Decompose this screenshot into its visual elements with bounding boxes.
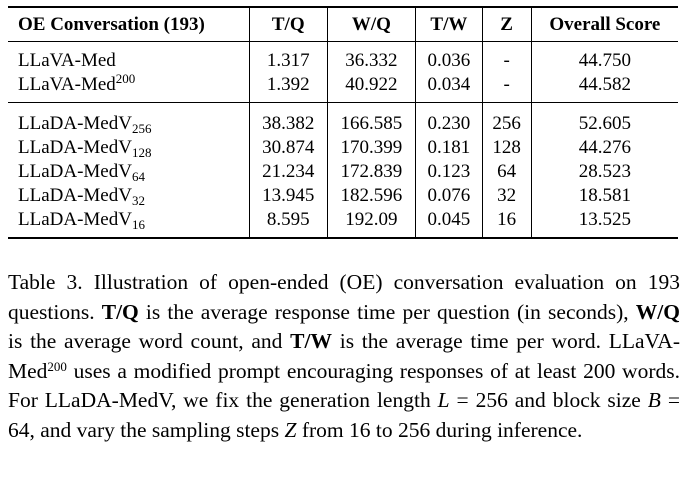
score-cell: 52.605 xyxy=(578,112,632,134)
z-cell: - xyxy=(482,41,532,72)
tq-cell: 21.234 xyxy=(249,159,328,183)
wq-cell: 40.922 xyxy=(327,72,417,103)
header-oe-conversation: OE Conversation (193) xyxy=(8,6,250,42)
header-tw: T/W xyxy=(415,6,483,42)
score-cell: 44.582 xyxy=(531,72,678,103)
model-name: LLaDA-MedV16 xyxy=(8,207,250,239)
caption-superscript: 200 xyxy=(47,358,67,374)
model-subscript: 64 xyxy=(131,168,145,184)
header-overall-score: Overall Score xyxy=(531,6,678,42)
model-name: LLaDA-MedV32 xyxy=(8,183,250,207)
header-tq: T/Q xyxy=(249,6,328,42)
results-table: OE Conversation (193) T/Q W/Q T/W Z Over… xyxy=(8,6,678,239)
model-subscript: 128 xyxy=(131,144,152,160)
tw-cell: 0.181 xyxy=(415,135,483,159)
header-wq: W/Q xyxy=(327,6,417,42)
tw-cell: 0.076 xyxy=(415,183,483,207)
wq-cell: 170.399 xyxy=(327,135,417,159)
table-row: LLaDA-MedV128 30.874 170.399 0.181 128 4… xyxy=(8,135,678,159)
tq-cell: 30.874 xyxy=(249,135,328,159)
z-cell: 128 xyxy=(482,135,532,159)
score-cell: 13.525 xyxy=(531,207,678,239)
z-cell: 256 xyxy=(482,102,532,135)
wq-cell: 182.596 xyxy=(327,183,417,207)
z-cell: 32 xyxy=(482,183,532,207)
header-z: Z xyxy=(482,6,532,42)
z-cell: - xyxy=(482,72,532,103)
model-name: LLaVA-Med xyxy=(8,41,250,72)
tq-cell: 8.595 xyxy=(249,207,328,239)
caption-term-tq: T/Q xyxy=(101,299,139,324)
score-cell: 44.750 xyxy=(578,49,632,71)
table-row: LLaDA-MedV16 8.595 192.09 0.045 16 13.52… xyxy=(8,207,678,239)
table-row: LLaDA-MedV32 13.945 182.596 0.076 32 18.… xyxy=(8,183,678,207)
model-name: LLaVA-Med200 xyxy=(8,72,250,103)
score-cell: 18.581 xyxy=(578,184,632,206)
caption-var-z: Z xyxy=(284,417,297,442)
tw-cell: 0.034 xyxy=(415,72,483,103)
model-subscript: 16 xyxy=(131,216,145,232)
model-name: LLaDA-MedV256 xyxy=(8,102,250,136)
table-row: LLaDA-MedV64 21.234 172.839 0.123 64 28.… xyxy=(8,159,678,183)
caption-var-l: L xyxy=(437,388,450,412)
tq-cell: 13.945 xyxy=(249,183,328,207)
tw-cell: 0.230 xyxy=(415,102,483,135)
tq-cell: 38.382 xyxy=(249,102,328,135)
tq-cell: 1.392 xyxy=(249,72,328,103)
model-subscript: 256 xyxy=(131,120,152,136)
caption-var-b: B xyxy=(647,388,661,412)
caption-term-wq: W/Q xyxy=(635,299,680,324)
score-cell: 44.276 xyxy=(578,136,632,158)
model-name: LLaDA-MedV128 xyxy=(8,135,250,159)
model-superscript: 200 xyxy=(115,70,136,86)
score-cell: 28.523 xyxy=(578,160,632,182)
z-cell: 16 xyxy=(482,207,532,239)
wq-cell: 172.839 xyxy=(327,159,417,183)
table-header-row: OE Conversation (193) T/Q W/Q T/W Z Over… xyxy=(8,6,678,42)
caption-term-tw: T/W xyxy=(290,329,332,353)
model-name: LLaDA-MedV64 xyxy=(8,159,250,183)
tq-cell: 1.317 xyxy=(249,41,328,72)
table-caption: Table 3. Illustration of open-ended (OE)… xyxy=(8,270,680,442)
wq-cell: 192.09 xyxy=(327,207,417,239)
wq-cell: 166.585 xyxy=(327,102,417,135)
table-row: LLaDA-MedV256 38.382 166.585 0.230 256 5… xyxy=(8,102,678,136)
tw-cell: 0.123 xyxy=(415,159,483,183)
table-row: LLaVA-Med 1.317 36.332 0.036 - 44.750 xyxy=(8,41,678,72)
tw-cell: 0.036 xyxy=(415,41,483,72)
z-cell: 64 xyxy=(482,159,532,183)
tw-cell: 0.045 xyxy=(415,207,483,239)
table-row: LLaVA-Med200 1.392 40.922 0.034 - 44.582 xyxy=(8,72,678,103)
model-subscript: 32 xyxy=(131,192,145,208)
wq-cell: 36.332 xyxy=(327,41,417,72)
